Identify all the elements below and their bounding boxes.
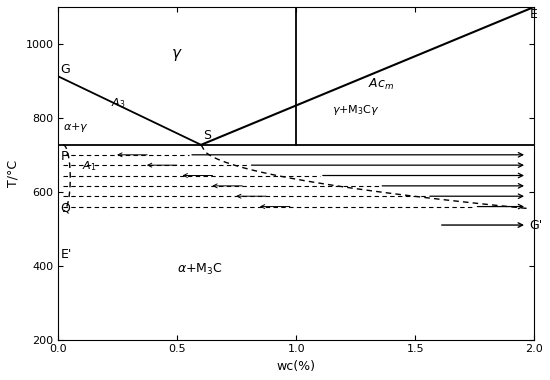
Text: Q: Q: [60, 202, 70, 215]
Text: G': G': [529, 218, 542, 231]
Text: E': E': [60, 248, 72, 261]
Text: $A_3$: $A_3$: [111, 96, 125, 110]
Text: $A_1$: $A_1$: [82, 159, 97, 173]
Text: S: S: [204, 129, 211, 142]
Text: $Ac_m$: $Ac_m$: [367, 77, 394, 92]
Text: $\alpha$+$\gamma$: $\alpha$+$\gamma$: [63, 120, 89, 134]
Text: P: P: [60, 150, 68, 163]
Text: E: E: [529, 8, 537, 21]
Text: $\gamma$: $\gamma$: [172, 47, 183, 63]
Text: G: G: [60, 63, 70, 76]
Text: $\gamma$+M$_3$C$\gamma$: $\gamma$+M$_3$C$\gamma$: [332, 103, 379, 117]
X-axis label: wᴄ(%): wᴄ(%): [277, 360, 316, 373]
Text: $\alpha$+M$_3$C: $\alpha$+M$_3$C: [177, 262, 223, 277]
Y-axis label: T/°C: T/°C: [7, 160, 20, 187]
